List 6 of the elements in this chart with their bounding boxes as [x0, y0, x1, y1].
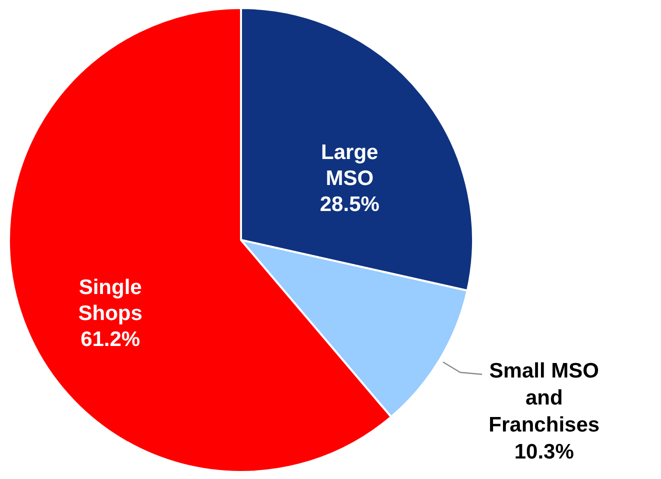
slice-label: Large MSO	[321, 140, 378, 190]
data-label: 28.5%	[320, 192, 380, 216]
slice-label: Small MSO and Franchises	[488, 359, 600, 436]
data-label: 10.3%	[514, 440, 574, 464]
slice-label: Single Shops	[78, 276, 142, 325]
data-label: 61.2%	[80, 328, 140, 351]
